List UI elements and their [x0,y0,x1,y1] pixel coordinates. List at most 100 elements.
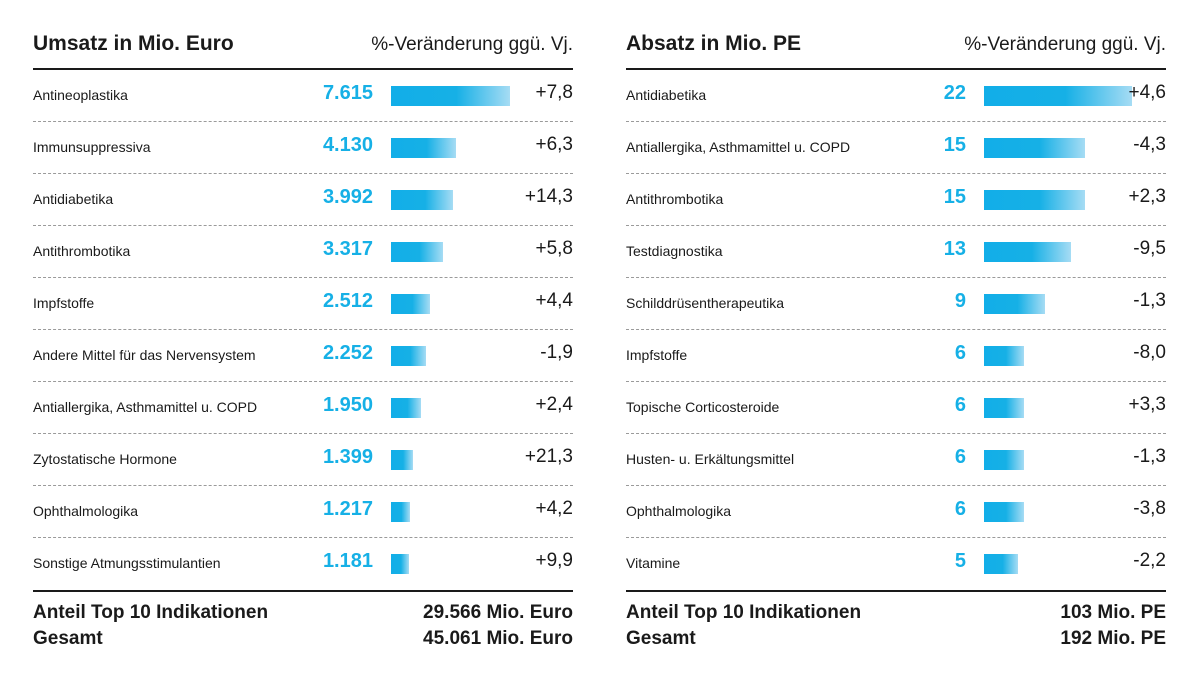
umsatz-category-label: Ophthalmologika [33,503,139,519]
umsatz-row: Ophthalmologika 1.217 +4,2 [33,486,573,538]
umsatz-row: Immunsuppressiva 4.130 +6,3 [33,122,573,174]
umsatz-change-label: +4,2 [535,498,573,519]
absatz-category-label: Antiallergika, Asthmamittel u. COPD [626,139,851,155]
umsatz-bar [391,294,431,314]
absatz-bar [984,294,1045,314]
absatz-value-label: 15 [943,186,966,208]
absatz-rows: Antidiabetika 22 +4,6 Antiallergika, Asthma… [626,70,1166,590]
umsatz-value-label: 1.181 [322,550,373,572]
umsatz-category-label: Impfstoffe [33,295,95,311]
absatz-value-label: 15 [943,134,966,156]
absatz-bar [984,398,1025,418]
umsatz-value-label: 3.992 [322,186,373,208]
absatz-bar [984,190,1085,210]
umsatz-bar [391,346,427,366]
umsatz-row: Impfstoffe 2.512 +4,4 [33,278,573,330]
absatz-category-label: Husten- u. Erkältungsmittel [626,451,795,467]
absatz-change-label: +3,3 [1128,394,1166,415]
absatz-row: Antithrombotika 15 +2,3 [626,174,1166,226]
umsatz-change-header: %-Veränderung ggü. Vj. [371,34,573,55]
umsatz-row: Zytostatische Hormone 1.399 +21,3 [33,434,573,486]
umsatz-value-label: 7.615 [322,82,373,104]
umsatz-change-label: +2,4 [535,394,573,415]
absatz-header-rule [626,68,1166,70]
umsatz-bar [391,138,456,158]
umsatz-value-label: 1.399 [322,446,373,468]
absatz-bar [984,346,1025,366]
absatz-bar [984,450,1025,470]
umsatz-value-label: 1.950 [322,394,373,416]
umsatz-value-label: 4.130 [322,134,373,156]
absatz-footer-top10: Anteil Top 10 Indikationen 103 Mio. PE [626,602,1166,628]
umsatz-row: Antidiabetika 3.992 +14,3 [33,174,573,226]
umsatz-change-label: +7,8 [535,82,573,103]
umsatz-footer-top10-value: 29.566 Mio. Euro [423,602,573,623]
absatz-row: Testdiagnostika 13 -9,5 [626,226,1166,278]
absatz-panel: Absatz in Mio. PE %-Veränderung ggü. Vj.… [626,22,1166,662]
umsatz-bar [391,450,413,470]
absatz-value-label: 6 [954,446,966,468]
umsatz-category-label: Antidiabetika [33,191,114,207]
umsatz-category-label: Andere Mittel für das Nervensystem [33,347,256,363]
umsatz-row: Sonstige Atmungsstimulantien 1.181 +9,9 [33,538,573,590]
umsatz-category-label: Sonstige Atmungsstimulantien [33,555,221,571]
absatz-category-label: Antidiabetika [626,87,707,103]
absatz-change-label: -2,2 [1133,550,1166,571]
umsatz-header: Umsatz in Mio. Euro %-Veränderung ggü. V… [33,22,573,70]
umsatz-footer-top10: Anteil Top 10 Indikationen 29.566 Mio. E… [33,602,573,628]
absatz-category-label: Vitamine [626,555,681,571]
absatz-change-label: -3,8 [1133,498,1166,519]
umsatz-bar [391,190,454,210]
absatz-footer-total: Gesamt 192 Mio. PE [626,628,1166,654]
umsatz-row: Antineoplastika 7.615 +7,8 [33,70,573,122]
absatz-footer-top10-value: 103 Mio. PE [1060,602,1166,623]
absatz-row: Impfstoffe 6 -8,0 [626,330,1166,382]
absatz-row: Schilddrüsentherapeutika 9 -1,3 [626,278,1166,330]
absatz-change-label: +2,3 [1128,186,1166,207]
umsatz-footer-total-label: Gesamt [33,628,103,649]
umsatz-value-label: 2.252 [322,342,373,364]
absatz-footer-total-value: 192 Mio. PE [1060,628,1166,649]
umsatz-row: Andere Mittel für das Nervensystem 2.252 -… [33,330,573,382]
absatz-value-label: 6 [954,498,966,520]
umsatz-title: Umsatz in Mio. Euro [33,32,234,55]
umsatz-value-label: 3.317 [322,238,373,260]
umsatz-footer-total-value: 45.061 Mio. Euro [423,628,573,649]
umsatz-change-label: +9,9 [535,550,573,571]
absatz-value-label: 22 [943,82,966,104]
umsatz-category-label: Antiallergika, Asthmamittel u. COPD [33,399,258,415]
absatz-footer-total-label: Gesamt [626,628,696,649]
absatz-value-label: 9 [954,290,966,312]
absatz-row: Antidiabetika 22 +4,6 [626,70,1166,122]
absatz-category-label: Testdiagnostika [626,243,723,259]
absatz-change-label: -9,5 [1133,238,1166,259]
umsatz-change-label: -1,9 [540,342,573,363]
umsatz-bar [391,86,510,106]
absatz-category-label: Ophthalmologika [626,503,732,519]
absatz-change-label: -4,3 [1133,134,1166,155]
umsatz-bar [391,554,410,574]
absatz-row: Topische Corticosteroide 6 +3,3 [626,382,1166,434]
absatz-category-label: Topische Corticosteroide [626,399,780,415]
umsatz-change-label: +6,3 [535,134,573,155]
absatz-footer-rule [626,590,1166,592]
absatz-bar [984,502,1025,522]
absatz-category-label: Impfstoffe [626,347,688,363]
absatz-value-label: 6 [954,394,966,416]
absatz-row: Vitamine 5 -2,2 [626,538,1166,590]
umsatz-footer-total: Gesamt 45.061 Mio. Euro [33,628,573,654]
absatz-value-label: 6 [954,342,966,364]
absatz-change-header: %-Veränderung ggü. Vj. [964,34,1166,55]
umsatz-change-label: +14,3 [524,186,573,207]
umsatz-footer-rule [33,590,573,592]
absatz-category-label: Antithrombotika [626,191,724,207]
umsatz-bar [391,502,411,522]
absatz-bar [984,86,1132,106]
umsatz-bar [391,242,443,262]
umsatz-panel: Umsatz in Mio. Euro %-Veränderung ggü. V… [33,22,573,662]
umsatz-change-label: +21,3 [524,446,573,467]
absatz-bar [984,242,1072,262]
absatz-change-label: +4,6 [1128,82,1166,103]
umsatz-category-label: Zytostatische Hormone [33,451,177,467]
umsatz-category-label: Antithrombotika [33,243,131,259]
